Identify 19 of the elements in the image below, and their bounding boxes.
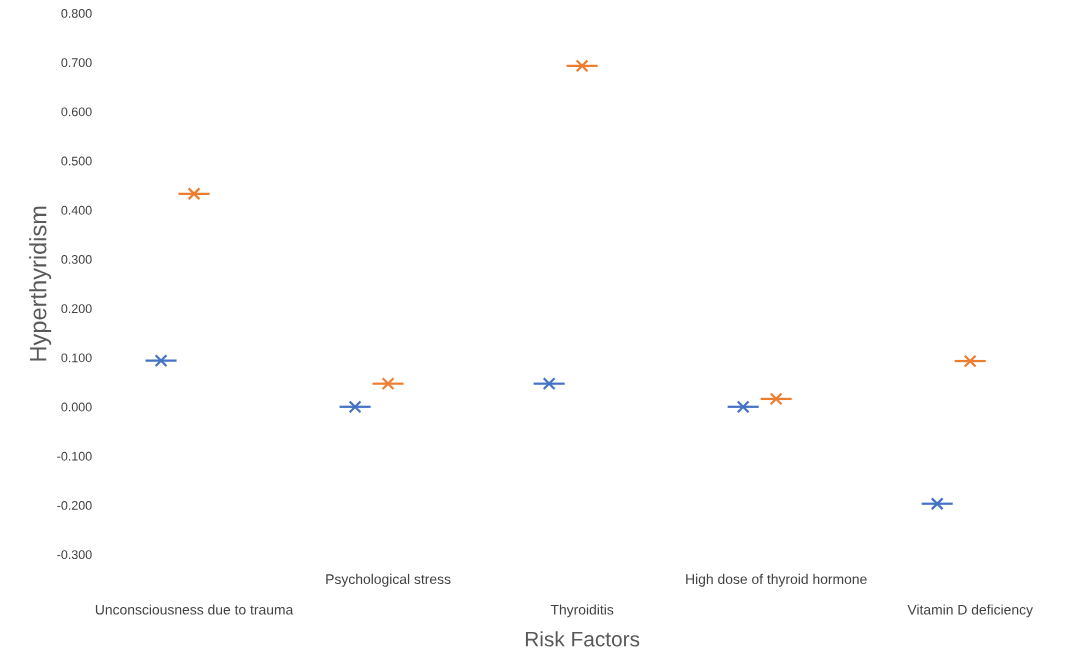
y-tick-label: 0.600	[61, 107, 92, 117]
x-tick-label: Psychological stress	[326, 573, 451, 587]
y-tick-label: -0.200	[57, 501, 92, 510]
y-tick-label: -0.100	[57, 451, 92, 461]
y-tick-label: -0.300	[57, 550, 92, 560]
x-axis-title: Risk Factors	[525, 631, 640, 647]
x-tick-label: Unconsciousness due to trauma	[95, 604, 294, 615]
y-tick-label: 0.300	[61, 255, 92, 264]
y-tick-label: 0.000	[61, 402, 92, 412]
y-tick-label: 0.500	[61, 156, 92, 166]
y-tick-label: 0.100	[61, 353, 92, 363]
y-tick-label: 0.800	[61, 9, 92, 18]
y-axis-title: Hyperthyridism	[29, 206, 52, 361]
x-tick-label: High dose of thyroid hormone	[686, 573, 867, 587]
y-tick-label: 0.700	[61, 58, 92, 68]
x-tick-label: Vitamin D deficiency	[907, 604, 1033, 618]
x-tick-label: Thyroiditis	[550, 604, 614, 618]
y-tick-label: 0.200	[61, 304, 92, 314]
y-tick-label: 0.400	[61, 205, 92, 215]
